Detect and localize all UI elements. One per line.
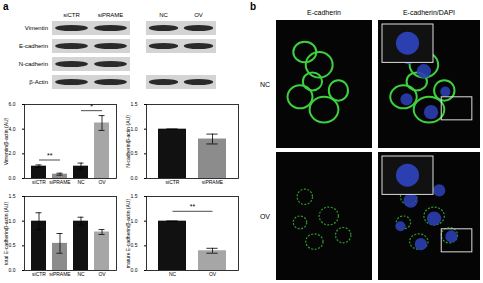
svg-text:siPRAME: siPRAME (49, 271, 71, 277)
svg-text:siPRAME: siPRAME (202, 179, 224, 185)
svg-text:mature E-cadherin/β-actin (AU): mature E-cadherin/β-actin (AU) (125, 199, 131, 269)
svg-text:b: b (250, 1, 256, 12)
svg-text:4.0: 4.0 (9, 126, 16, 132)
svg-text:OV: OV (98, 271, 106, 277)
svg-text:1.0: 1.0 (131, 218, 138, 224)
svg-text:0.0: 0.0 (131, 175, 138, 181)
svg-text:NC: NC (159, 12, 168, 18)
svg-text:β-Actin: β-Actin (29, 79, 48, 85)
svg-text:siCTR: siCTR (32, 179, 46, 185)
svg-text:siCTR: siCTR (63, 12, 80, 18)
svg-text:siCTR: siCTR (32, 271, 46, 277)
svg-text:1.5: 1.5 (9, 193, 16, 199)
svg-text:E-cadherin: E-cadherin (19, 43, 48, 49)
svg-text:1.5: 1.5 (131, 193, 138, 199)
svg-text:OV: OV (98, 179, 106, 185)
svg-text:OV: OV (260, 213, 270, 220)
svg-text:NC: NC (77, 271, 85, 277)
svg-text:6.0: 6.0 (9, 101, 16, 107)
svg-text:0.5: 0.5 (9, 242, 16, 248)
svg-text:0.5: 0.5 (131, 150, 138, 156)
svg-text:NC: NC (77, 179, 85, 185)
svg-text:E-cadherin/DAPI: E-cadherin/DAPI (403, 9, 455, 16)
svg-text:siPRAME: siPRAME (98, 12, 124, 18)
svg-text:2.0: 2.0 (9, 150, 16, 156)
svg-text:a: a (3, 1, 9, 12)
svg-text:0.0: 0.0 (9, 175, 16, 181)
svg-text:0.0: 0.0 (9, 267, 16, 273)
svg-text:siPRAME: siPRAME (49, 179, 71, 185)
svg-text:total E-cadherin/β-actin (AU): total E-cadherin/β-actin (AU) (3, 202, 9, 266)
svg-text:NC: NC (260, 81, 270, 88)
svg-text:1.0: 1.0 (131, 126, 138, 132)
svg-text:1.0: 1.0 (9, 218, 16, 224)
svg-text:**: ** (190, 203, 196, 210)
svg-text:E-cadherin: E-cadherin (307, 9, 341, 16)
svg-text:Vimentin/β-actin (AU): Vimentin/β-actin (AU) (3, 117, 9, 165)
svg-text:*: * (90, 103, 93, 110)
svg-text:Vimentin: Vimentin (25, 25, 48, 31)
svg-text:OV: OV (194, 12, 203, 18)
svg-text:siCTR: siCTR (166, 179, 180, 185)
svg-text:NC: NC (169, 271, 177, 277)
svg-text:N-cadherin: N-cadherin (19, 61, 48, 67)
svg-text:OV: OV (209, 271, 217, 277)
svg-text:0.0: 0.0 (131, 267, 138, 273)
svg-text:N-cadherin/β-actin (AU): N-cadherin/β-actin (AU) (125, 115, 131, 168)
svg-text:**: ** (47, 152, 53, 159)
svg-text:1.5: 1.5 (131, 101, 138, 107)
svg-text:0.5: 0.5 (131, 242, 138, 248)
